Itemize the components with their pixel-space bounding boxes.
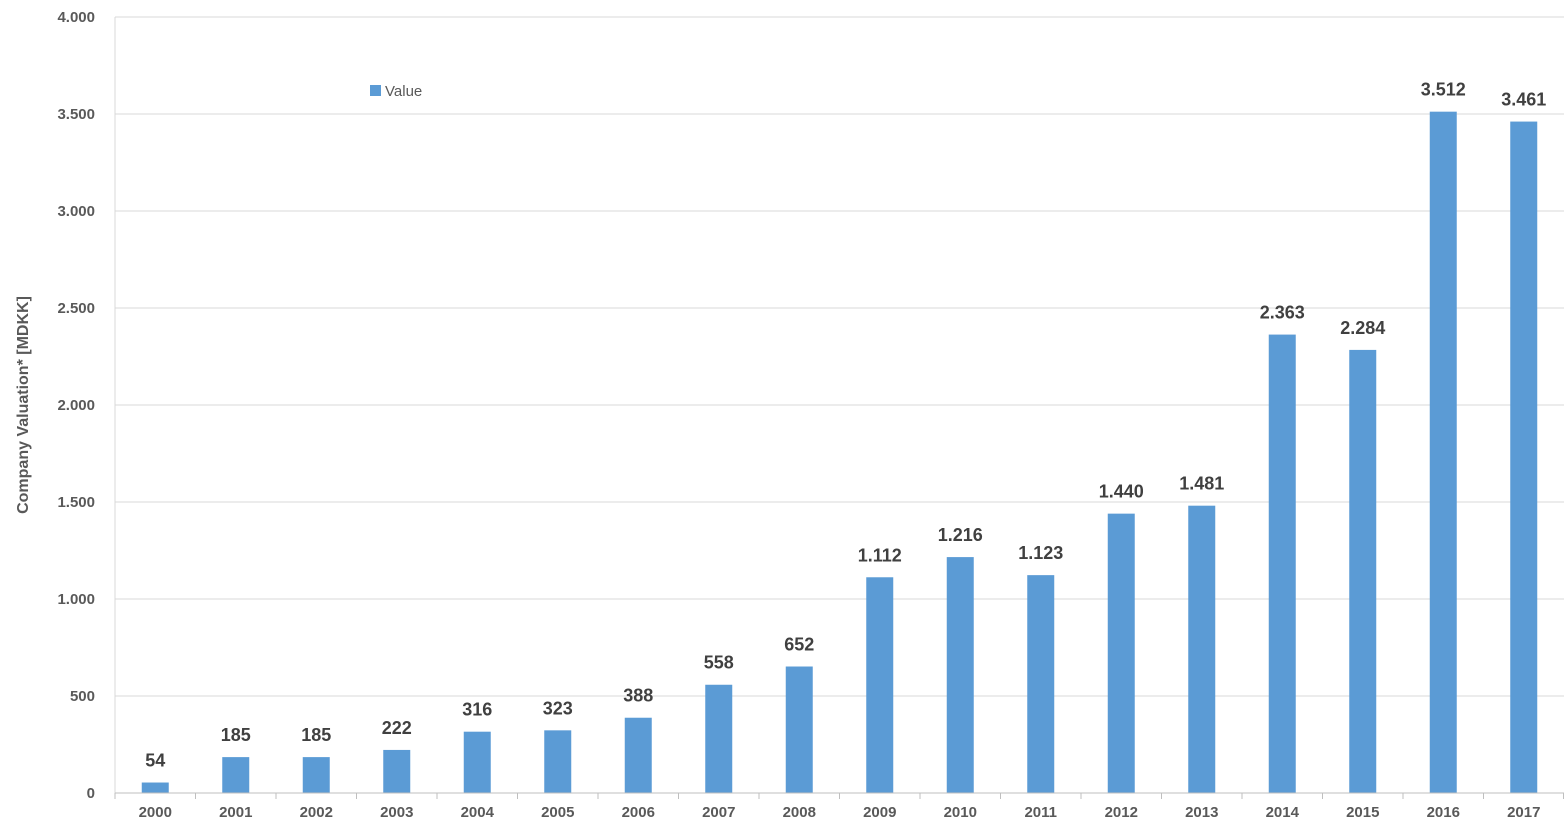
data-label: 1.481: [1179, 474, 1224, 494]
y-tick-label: 3.500: [57, 106, 95, 123]
data-label: 2.284: [1340, 318, 1385, 338]
data-label: 1.123: [1018, 543, 1063, 563]
data-labels: 54 185 185 222 316 323 388 558 652 1.112 1.216 1.12…: [145, 80, 1546, 771]
data-label: 1.112: [858, 545, 902, 565]
x-tick-label: 2008: [783, 804, 816, 821]
bars: [141, 111, 1538, 794]
x-tick-label: 2005: [541, 804, 574, 821]
bar: [141, 782, 169, 793]
x-tick-label: 2009: [863, 804, 896, 821]
y-axis-title: Company Valuation* [MDKK]: [15, 296, 32, 514]
data-label: 323: [543, 698, 573, 718]
x-tick-label: 2013: [1185, 804, 1218, 821]
data-label: 652: [784, 635, 814, 655]
bar: [463, 731, 491, 793]
x-tick-label: 2003: [380, 804, 413, 821]
x-tick-label: 2016: [1427, 804, 1460, 821]
data-label: 388: [623, 686, 653, 706]
bar: [1107, 513, 1135, 793]
x-tick-label: 2001: [219, 804, 252, 821]
bar: [1027, 575, 1055, 793]
legend-swatch: [370, 85, 381, 96]
x-tick-label: 2004: [461, 804, 495, 821]
y-tick-label: 1.500: [57, 494, 95, 511]
bar: [302, 757, 330, 793]
y-tick-label: 500: [70, 688, 95, 705]
legend-label: Value: [385, 83, 422, 100]
axes: 0 500 1.000 1.500 2.000 2.500 3.000 3.500 4.000 2…: [57, 9, 1564, 821]
bar: [1268, 334, 1296, 793]
bar: [222, 757, 250, 793]
bar: [383, 749, 411, 793]
bar: [1188, 505, 1216, 793]
data-label: 316: [462, 700, 492, 720]
bar: [1510, 121, 1538, 794]
x-tick-label: 2017: [1507, 804, 1540, 821]
data-label: 3.461: [1501, 90, 1546, 110]
x-tick-label: 2014: [1266, 804, 1300, 821]
data-label: 185: [301, 725, 331, 745]
data-label: 558: [704, 653, 734, 673]
x-tick-label: 2000: [139, 804, 172, 821]
bar: [1429, 111, 1457, 793]
legend: Value: [370, 83, 422, 100]
y-tick-label: 1.000: [57, 591, 95, 608]
y-tick-label: 2.000: [57, 397, 95, 414]
y-tick-label: 4.000: [57, 9, 95, 26]
bar: [705, 684, 733, 793]
data-label: 2.363: [1260, 303, 1305, 323]
x-tick-label: 2012: [1105, 804, 1138, 821]
data-label: 54: [145, 751, 165, 771]
x-tick-label: 2006: [622, 804, 655, 821]
bar: [785, 666, 813, 793]
bar: [946, 557, 974, 793]
bar: [866, 577, 894, 793]
gridlines: [115, 16, 1564, 697]
data-label: 3.512: [1421, 80, 1466, 100]
data-label: 1.440: [1099, 482, 1144, 502]
data-label: 185: [221, 725, 251, 745]
x-tick-label: 2007: [702, 804, 735, 821]
y-tick-label: 3.000: [57, 203, 95, 220]
bar: [624, 717, 652, 793]
bar: [1349, 349, 1377, 793]
x-tick-label: 2011: [1024, 804, 1057, 821]
x-tick-label: 2010: [944, 804, 977, 821]
data-label: 1.216: [938, 525, 983, 545]
y-tick-label: 0: [87, 785, 95, 802]
x-tick-label: 2015: [1346, 804, 1379, 821]
y-tick-label: 2.500: [57, 300, 95, 317]
x-tick-label: 2002: [300, 804, 333, 821]
bar: [544, 730, 572, 793]
data-label: 222: [382, 718, 412, 738]
